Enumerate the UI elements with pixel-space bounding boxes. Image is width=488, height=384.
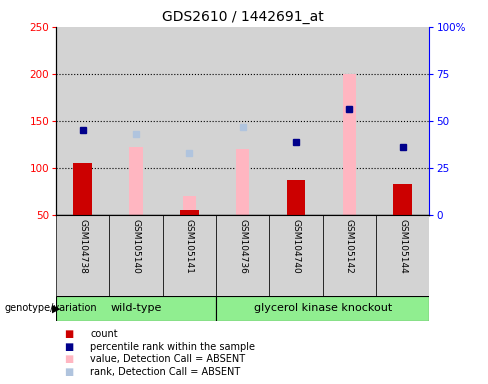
Text: percentile rank within the sample: percentile rank within the sample [90, 342, 255, 352]
Text: ▶: ▶ [52, 303, 61, 313]
Bar [236, 149, 249, 215]
Bar [323, 215, 376, 296]
Bar [180, 210, 199, 215]
Text: ■: ■ [64, 342, 73, 352]
Title: GDS2610 / 1442691_at: GDS2610 / 1442691_at [162, 10, 324, 25]
Text: GSM105144: GSM105144 [398, 219, 407, 274]
Bar [323, 27, 376, 215]
Text: GSM104740: GSM104740 [292, 219, 301, 274]
Bar [163, 215, 216, 296]
Bar [393, 184, 412, 215]
Text: GSM105140: GSM105140 [132, 219, 141, 274]
Bar [56, 296, 216, 321]
Bar [129, 147, 143, 215]
Bar [376, 27, 429, 215]
Bar [269, 27, 323, 215]
Text: ■: ■ [64, 354, 73, 364]
Bar [56, 27, 109, 215]
Text: value, Detection Call = ABSENT: value, Detection Call = ABSENT [90, 354, 245, 364]
Bar [216, 296, 429, 321]
Bar [56, 215, 109, 296]
Bar [287, 180, 305, 215]
Text: genotype/variation: genotype/variation [5, 303, 98, 313]
Bar [216, 27, 269, 215]
Text: rank, Detection Call = ABSENT: rank, Detection Call = ABSENT [90, 367, 241, 377]
Bar [109, 27, 163, 215]
Bar [163, 27, 216, 215]
Text: GSM104736: GSM104736 [238, 219, 247, 274]
Bar [269, 215, 323, 296]
Bar [376, 215, 429, 296]
Text: glycerol kinase knockout: glycerol kinase knockout [254, 303, 392, 313]
Text: GSM104738: GSM104738 [78, 219, 87, 274]
Text: count: count [90, 329, 118, 339]
Bar [343, 74, 356, 215]
Text: ■: ■ [64, 367, 73, 377]
Text: GSM105141: GSM105141 [185, 219, 194, 274]
Bar [74, 163, 92, 215]
Text: GSM105142: GSM105142 [345, 219, 354, 274]
Bar [216, 215, 269, 296]
Text: ■: ■ [64, 329, 73, 339]
Bar [183, 196, 196, 215]
Text: wild-type: wild-type [110, 303, 162, 313]
Bar [109, 215, 163, 296]
